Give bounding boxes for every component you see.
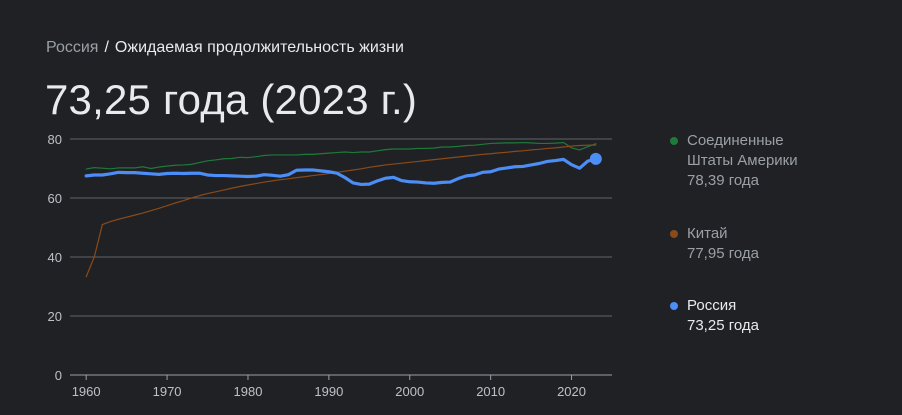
y-tick-label-80: 80 bbox=[48, 132, 62, 147]
legend-dot-china bbox=[670, 230, 678, 238]
legend-name-china: Китай bbox=[687, 225, 728, 242]
legend-value-china: 77,95 года bbox=[687, 245, 759, 262]
legend-item-usa[interactable]: Соединенные Штаты Америки 78,39 года bbox=[670, 131, 870, 191]
y-tick-label-20: 20 bbox=[48, 309, 62, 324]
series-line-china bbox=[85, 144, 597, 278]
legend-value-russia: 73,25 года bbox=[687, 317, 759, 334]
legend-item-china[interactable]: Китай 77,95 года bbox=[670, 224, 870, 264]
breadcrumb-separator: / bbox=[104, 39, 109, 56]
headline-value: 73,25 года (2023 г.) bbox=[45, 76, 418, 123]
breadcrumb-topic: Ожидаемая продолжительность жизни bbox=[114, 39, 404, 56]
legend-dot-russia bbox=[670, 302, 678, 310]
y-tick-label-60: 60 bbox=[48, 191, 62, 206]
series-line-usa bbox=[85, 141, 597, 170]
breadcrumb-country-link[interactable]: Россия bbox=[46, 39, 99, 56]
series-endpoint-russia bbox=[589, 152, 602, 165]
legend-value-usa: 78,39 года bbox=[687, 172, 759, 189]
y-tick-label-40: 40 bbox=[48, 250, 62, 265]
legend-name-russia: Россия bbox=[687, 297, 737, 314]
x-tick-label-2010: 2010 bbox=[476, 384, 505, 399]
x-tick-label-2020: 2020 bbox=[557, 384, 586, 399]
series-line-russia bbox=[84, 157, 598, 187]
x-tick-label-2000: 2000 bbox=[395, 384, 424, 399]
legend-name-usa-line1: Соединенные bbox=[687, 132, 784, 149]
y-tick-label-0: 0 bbox=[55, 368, 62, 383]
legend-item-russia[interactable]: Россия 73,25 года bbox=[670, 296, 870, 336]
x-tick-label-1970: 1970 bbox=[153, 384, 182, 399]
x-tick-label-1990: 1990 bbox=[314, 384, 343, 399]
legend-dot-usa bbox=[670, 137, 678, 145]
breadcrumb: Россия / Ожидаемая продолжительность жизни bbox=[46, 39, 404, 57]
x-tick-label-1960: 1960 bbox=[72, 384, 101, 399]
legend-name-usa-line2: Штаты Америки bbox=[687, 152, 798, 169]
x-tick-label-1980: 1980 bbox=[234, 384, 263, 399]
